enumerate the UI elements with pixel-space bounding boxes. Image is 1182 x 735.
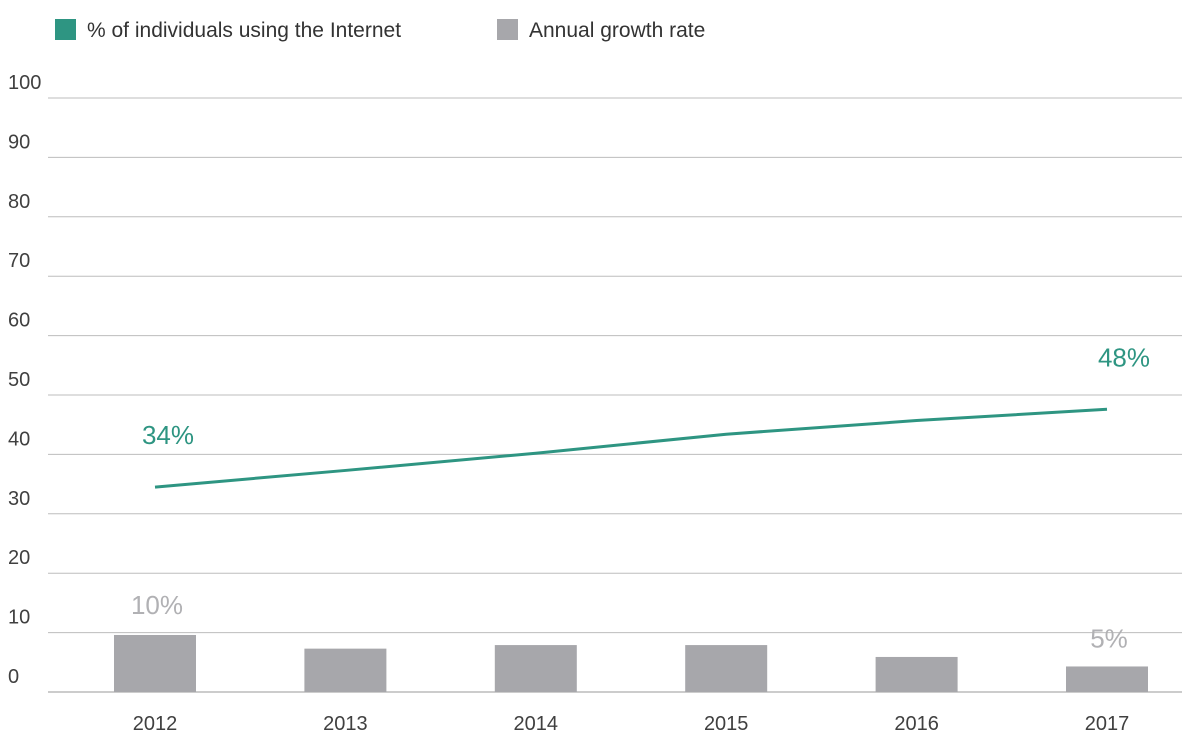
y-tick-label-60: 60 [8,310,30,332]
bar-2017 [1066,666,1148,692]
y-tick-label-0: 0 [8,666,19,688]
legend-swatch-growth-rate [497,19,518,40]
gridlines [48,97,1182,693]
x-tick-label-2014: 2014 [514,713,559,735]
bar-2013 [304,648,387,692]
y-tick-label-20: 20 [8,547,30,569]
line-series [154,407,1108,489]
line-data-label-2012: 34% [142,420,194,450]
y-tick-label-90: 90 [8,131,30,153]
legend-swatch-internet-users [55,19,76,40]
line-data-label-2017: 48% [1098,342,1150,372]
y-axis: 0 10 20 30 40 50 60 70 80 90 100 [8,72,41,688]
x-tick-label-2013: 2013 [323,713,368,735]
bar-2014 [494,645,577,692]
bar-series [114,634,1148,692]
internet-users-line [154,407,1108,489]
y-tick-label-80: 80 [8,191,30,213]
data-labels: 34% 48% 10% 5% [131,342,1150,653]
x-tick-label-2012: 2012 [133,713,178,735]
y-tick-label-30: 30 [8,488,30,510]
x-axis: 2012 2013 2014 2015 2016 2017 [133,713,1130,735]
legend: % of individuals using the Internet Annua… [55,19,705,42]
y-tick-label-40: 40 [8,428,30,450]
bar-2012 [114,634,196,692]
y-tick-label-100: 100 [8,72,41,94]
y-tick-label-50: 50 [8,369,30,391]
bar-data-label-2017: 5% [1090,623,1128,653]
x-tick-label-2017: 2017 [1085,713,1130,735]
bar-2015 [685,645,768,692]
x-tick-label-2016: 2016 [894,713,939,735]
x-tick-label-2015: 2015 [704,713,749,735]
bar-2016 [875,656,958,692]
y-tick-label-70: 70 [8,250,30,272]
legend-label-internet-users: % of individuals using the Internet [87,19,401,42]
legend-label-growth-rate: Annual growth rate [529,19,705,42]
bar-data-label-2012: 10% [131,590,183,620]
y-tick-label-10: 10 [8,607,30,629]
